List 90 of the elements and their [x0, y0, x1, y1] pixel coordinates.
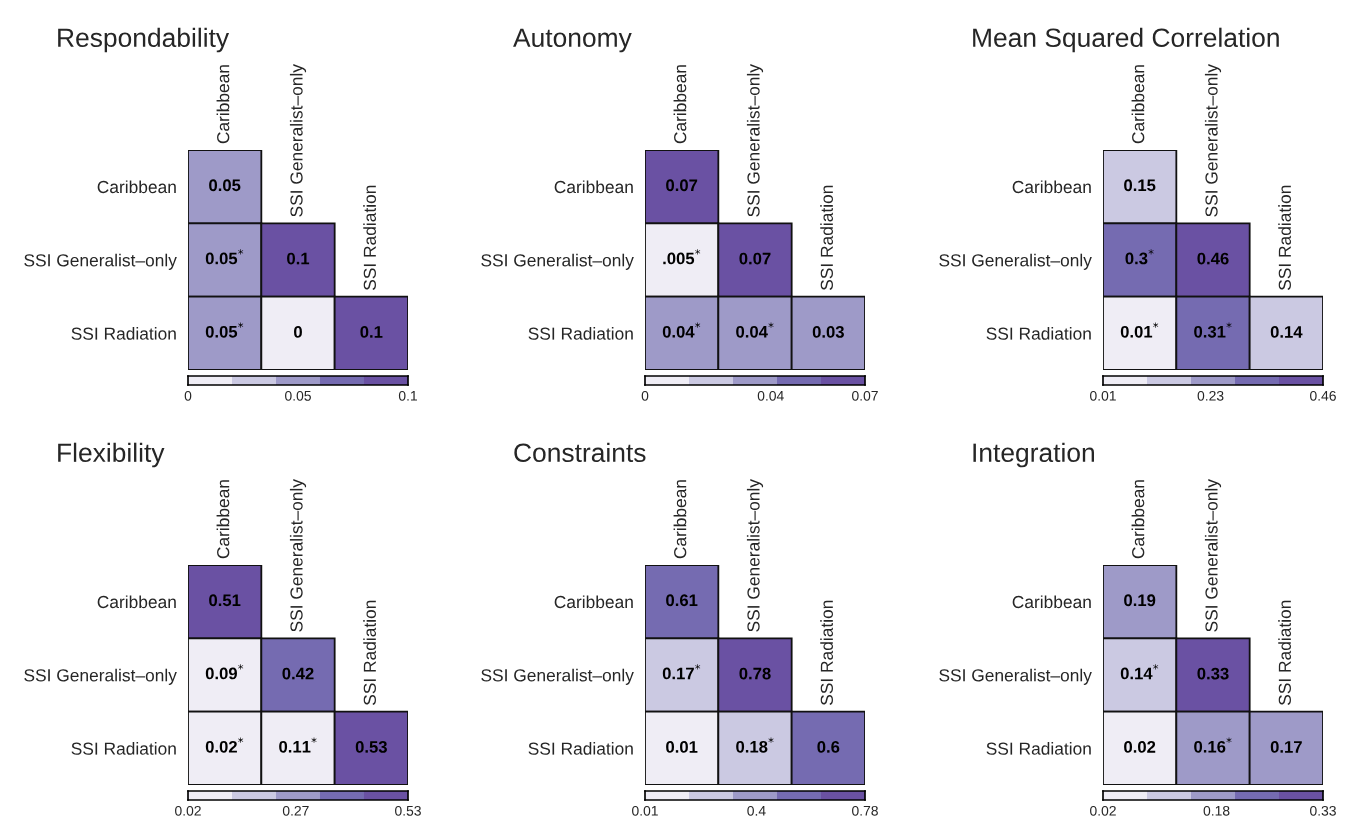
y-tick-label: SSI Generalist–only — [939, 253, 1092, 270]
color-bar-label: 0.02 — [175, 805, 201, 816]
color-bar-label: 0.07 — [852, 390, 878, 401]
data-label: 0.16$^{*}$ — [1194, 737, 1232, 753]
data-label: 0.61 — [666, 594, 698, 607]
x-tick-label: Caribbean — [216, 65, 230, 144]
y-tick-label: SSI Radiation — [528, 742, 633, 755]
data-label: 0.04$^{*}$ — [662, 322, 701, 338]
data-label: 0.04$^{*}$ — [736, 322, 774, 338]
color-bar-label: 0.02 — [1090, 805, 1116, 816]
color-bar-label: 0 — [641, 390, 649, 401]
x-tick-label: Caribbean — [216, 480, 230, 559]
data-label: 0.46 — [1197, 252, 1229, 265]
data-label: 0.1 — [360, 326, 383, 338]
chart-title: Flexibility — [58, 442, 165, 468]
x-tick-label: Caribbean — [673, 65, 687, 144]
y-tick-label: SSI Radiation — [986, 327, 1091, 340]
color-bar-label: 0.46 — [1310, 390, 1336, 401]
y-tick-label: SSI Generalist–only — [481, 668, 634, 685]
x-tick-label: SSI Radiation — [1278, 185, 1291, 291]
color-bar-label: 0.01 — [632, 805, 658, 816]
data-label: 0.18$^{*}$ — [736, 737, 774, 753]
data-label: 0.1 — [287, 252, 310, 265]
data-label: 0.02$^{*}$ — [205, 737, 244, 753]
data-label: 0.11$^{*}$ — [279, 737, 317, 753]
data-label: 0.14 — [1270, 326, 1303, 338]
data-label: 0.17$^{*}$ — [662, 664, 701, 680]
chart-title: Constraints — [514, 442, 646, 463]
data-label: 0.33 — [1197, 667, 1229, 680]
chart-title: Integration — [973, 442, 1094, 468]
data-label: 0.6 — [817, 741, 840, 753]
data-label: 0.17 — [1270, 741, 1302, 753]
data-label: 0.05$^{*}$ — [205, 249, 244, 265]
y-tick-label: SSI Radiation — [71, 327, 176, 340]
y-tick-label: SSI Radiation — [71, 742, 176, 755]
x-tick-label: SSI Radiation — [1278, 600, 1291, 706]
data-label: 0 — [294, 326, 302, 338]
color-bar-label: 0.33 — [1310, 805, 1336, 816]
x-tick-label: SSI Generalist–only — [1204, 64, 1222, 217]
x-tick-label: SSI Generalist–only — [746, 479, 764, 632]
data-label: 0.01$^{*}$ — [1120, 322, 1159, 338]
x-tick-label: SSI Generalist–only — [289, 479, 307, 632]
x-tick-label: SSI Radiation — [363, 185, 376, 291]
x-tick-label: SSI Radiation — [363, 600, 376, 706]
data-label: 0.07 — [739, 252, 771, 265]
data-label: 0.42 — [282, 667, 314, 680]
data-label: 0.05 — [209, 179, 241, 192]
color-bar-label: 0.01 — [1090, 390, 1116, 401]
data-label: 0.03 — [812, 326, 844, 338]
data-label: 0.01 — [666, 741, 698, 753]
data-label: 0.3$^{*}$ — [1125, 249, 1154, 265]
data-label: 0.05$^{*}$ — [205, 322, 244, 338]
data-label: 0.07 — [666, 179, 698, 192]
data-label: 0.31$^{*}$ — [1194, 322, 1232, 338]
x-tick-label: SSI Generalist–only — [289, 64, 307, 217]
color-bar-label: 0.04 — [757, 390, 784, 401]
data-label: 0.53 — [355, 741, 387, 753]
x-tick-label: SSI Generalist–only — [746, 64, 764, 217]
chart-title: Respondability — [58, 27, 230, 53]
color-bar-label: 0.23 — [1197, 390, 1224, 401]
data-label: .005$^{*}$ — [663, 249, 701, 265]
data-label: 0.09$^{*}$ — [205, 664, 244, 680]
y-tick-label: SSI Radiation — [986, 742, 1091, 755]
color-bar-label: 0.05 — [285, 390, 311, 401]
data-label: 0.19 — [1124, 594, 1156, 607]
color-bar-label: 0.1 — [398, 390, 417, 401]
y-tick-label: SSI Generalist–only — [24, 668, 177, 685]
data-label: 0.15 — [1124, 179, 1156, 192]
x-tick-label: Caribbean — [673, 480, 687, 559]
y-tick-label: SSI Generalist–only — [24, 253, 177, 270]
x-tick-label: SSI Radiation — [820, 185, 833, 291]
data-label: 0.02 — [1124, 741, 1156, 753]
x-tick-label: SSI Radiation — [820, 600, 833, 706]
data-label: 0.51 — [209, 594, 241, 607]
x-tick-label: SSI Generalist–only — [1204, 479, 1222, 632]
y-tick-label: SSI Generalist–only — [939, 668, 1092, 685]
color-bar-label: 0.78 — [852, 805, 878, 816]
color-bar-label: 0.53 — [395, 805, 421, 816]
color-bar-label: 0 — [184, 390, 192, 401]
data-label: 0.78 — [739, 667, 771, 680]
y-tick-label: SSI Generalist–only — [481, 253, 634, 270]
color-bar-label: 0.27 — [282, 805, 309, 816]
data-label: 0.14$^{*}$ — [1120, 664, 1159, 680]
x-tick-label: Caribbean — [1131, 65, 1145, 144]
color-bar-label: 0.4 — [747, 805, 766, 816]
x-tick-label: Caribbean — [1131, 480, 1145, 559]
y-tick-label: SSI Radiation — [528, 327, 633, 340]
color-bar-label: 0.18 — [1203, 805, 1230, 816]
chart-title: Mean Squared Correlation — [973, 27, 1279, 53]
chart-title: Autonomy — [513, 28, 632, 53]
